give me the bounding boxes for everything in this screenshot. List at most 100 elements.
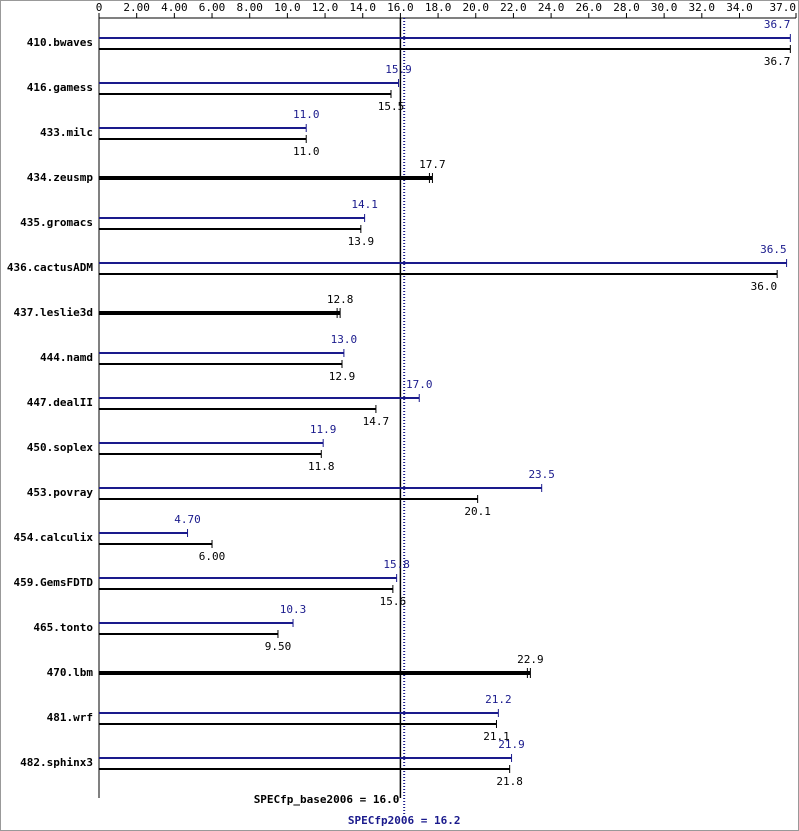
bar bbox=[99, 543, 213, 545]
value-label: 23.5 bbox=[528, 468, 555, 481]
bar bbox=[99, 442, 324, 444]
value-label: 21.9 bbox=[498, 738, 525, 751]
x-tick-label: 4.00 bbox=[161, 1, 188, 14]
value-label: 12.8 bbox=[327, 293, 354, 306]
x-tick-label: 34.0 bbox=[726, 1, 753, 14]
category-label: 444.namd bbox=[40, 351, 93, 364]
value-label: 11.8 bbox=[308, 460, 335, 473]
bar bbox=[99, 228, 361, 230]
value-label: 17.7 bbox=[419, 158, 446, 171]
value-label: 10.3 bbox=[280, 603, 307, 616]
value-label: 15.5 bbox=[378, 100, 405, 113]
category-label: 453.povray bbox=[27, 486, 94, 499]
value-label: 17.0 bbox=[406, 378, 433, 391]
value-label: 12.9 bbox=[329, 370, 356, 383]
bar bbox=[99, 588, 393, 590]
bar bbox=[99, 712, 499, 714]
bar bbox=[99, 408, 376, 410]
value-label: 21.2 bbox=[485, 693, 512, 706]
category-label: 436.cactusADM bbox=[7, 261, 93, 274]
bar bbox=[99, 723, 497, 725]
value-label: 11.0 bbox=[293, 108, 320, 121]
value-label: 11.9 bbox=[310, 423, 337, 436]
bar bbox=[99, 498, 478, 500]
value-label: 11.0 bbox=[293, 145, 320, 158]
x-tick-label: 0 bbox=[96, 1, 103, 14]
category-label: 465.tonto bbox=[33, 621, 93, 634]
bar bbox=[99, 217, 365, 219]
value-label: 22.9 bbox=[517, 653, 544, 666]
category-label: 433.milc bbox=[40, 126, 93, 139]
value-label: 14.1 bbox=[351, 198, 378, 211]
bar bbox=[99, 93, 391, 95]
category-label: 435.gromacs bbox=[20, 216, 93, 229]
bar bbox=[99, 262, 787, 264]
bar bbox=[99, 622, 294, 624]
bar bbox=[99, 127, 307, 129]
bar bbox=[99, 768, 510, 770]
x-tick-label: 26.0 bbox=[576, 1, 603, 14]
value-label: 15.6 bbox=[380, 595, 407, 608]
category-label: 437.leslie3d bbox=[14, 306, 93, 319]
bar bbox=[99, 273, 778, 275]
bar bbox=[99, 176, 433, 180]
value-label: 15.8 bbox=[383, 558, 410, 571]
bar bbox=[99, 138, 307, 140]
x-tick-label: 28.0 bbox=[613, 1, 640, 14]
value-label: 36.7 bbox=[764, 18, 791, 31]
value-label: 36.7 bbox=[764, 55, 791, 68]
bar bbox=[99, 82, 399, 84]
value-label: 13.0 bbox=[331, 333, 358, 346]
category-label: 482.sphinx3 bbox=[20, 756, 93, 769]
x-tick-label: 2.00 bbox=[123, 1, 150, 14]
category-label: 459.GemsFDTD bbox=[14, 576, 94, 589]
x-tick-label: 20.0 bbox=[463, 1, 490, 14]
x-tick-label: 14.0 bbox=[349, 1, 376, 14]
bar bbox=[99, 363, 343, 365]
value-label: 36.5 bbox=[760, 243, 787, 256]
category-label: 450.soplex bbox=[27, 441, 94, 454]
value-label: 21.1 bbox=[483, 730, 510, 743]
category-label: 470.lbm bbox=[47, 666, 94, 679]
bar bbox=[99, 48, 791, 50]
category-label: 416.gamess bbox=[27, 81, 93, 94]
bar bbox=[99, 532, 188, 534]
bar bbox=[99, 397, 420, 399]
x-tick-label: 6.00 bbox=[199, 1, 226, 14]
x-tick-label: 10.0 bbox=[274, 1, 301, 14]
value-label: 15.9 bbox=[385, 63, 412, 76]
bar bbox=[99, 577, 397, 579]
reference-label: SPECfp2006 = 16.2 bbox=[348, 814, 461, 827]
bar bbox=[99, 671, 531, 675]
category-label: 410.bwaves bbox=[27, 36, 93, 49]
x-tick-label: 37.0 bbox=[770, 1, 797, 14]
category-label: 434.zeusmp bbox=[27, 171, 94, 184]
bar bbox=[99, 311, 341, 315]
x-tick-label: 32.0 bbox=[689, 1, 716, 14]
x-tick-label: 18.0 bbox=[425, 1, 452, 14]
x-tick-label: 8.00 bbox=[236, 1, 263, 14]
bar bbox=[99, 453, 322, 455]
bar bbox=[99, 757, 512, 759]
x-tick-label: 16.0 bbox=[387, 1, 414, 14]
value-label: 6.00 bbox=[199, 550, 226, 563]
bar bbox=[99, 352, 344, 354]
bar bbox=[99, 487, 542, 489]
x-tick-label: 30.0 bbox=[651, 1, 678, 14]
value-label: 13.9 bbox=[348, 235, 375, 248]
value-label: 36.0 bbox=[751, 280, 778, 293]
value-label: 4.70 bbox=[174, 513, 201, 526]
category-label: 447.dealII bbox=[27, 396, 93, 409]
value-label: 21.8 bbox=[496, 775, 523, 788]
value-label: 20.1 bbox=[464, 505, 491, 518]
bar bbox=[99, 633, 278, 635]
value-label: 9.50 bbox=[265, 640, 292, 653]
reference-label: SPECfp_base2006 = 16.0 bbox=[254, 793, 400, 806]
category-label: 454.calculix bbox=[14, 531, 94, 544]
x-tick-label: 12.0 bbox=[312, 1, 339, 14]
x-tick-label: 24.0 bbox=[538, 1, 565, 14]
value-label: 14.7 bbox=[363, 415, 390, 428]
